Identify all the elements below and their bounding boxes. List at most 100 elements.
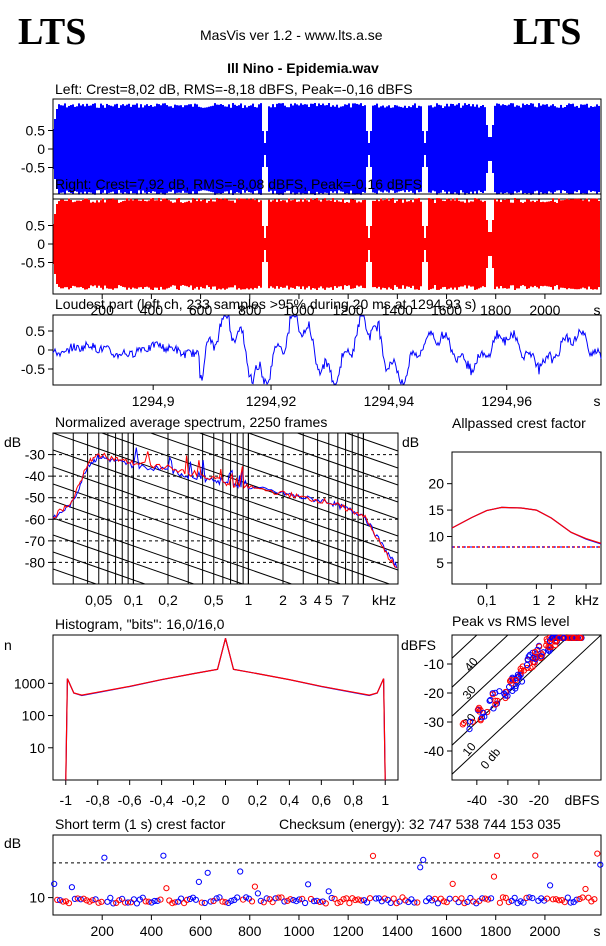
stcrest-point [340,896,347,903]
stcrest-ylabel: dB [4,835,21,851]
spectrum-slope-line [53,433,398,554]
left-waveform-title: Left: Crest=8,02 dB, RMS=-8,18 dBFS, Pea… [55,81,413,97]
stcrest-point [139,894,146,901]
spectrum-xtick-label: 0,2 [158,592,178,608]
peakrms-xtick-label: -40 [467,792,487,808]
stcrest-point [163,885,170,892]
histogram-xtick-label: 0,4 [280,792,300,808]
peakrms-point [576,634,583,642]
spectrum-xunit: kHz [372,592,396,608]
stcrest-point [381,895,388,902]
peakrms-point [545,643,552,650]
peakrms-point [507,676,515,684]
spectrum-slope-line [53,551,147,584]
right-waveform-xunit: s [594,302,601,318]
stcrest-point [186,895,194,903]
peakrms-point [551,638,559,645]
stcrest-point [452,895,459,903]
stcrest-point [222,899,229,906]
track-title: Ill Nino - Epidemia.wav [227,60,379,76]
peakrms-ytick-label: -10 [424,656,444,672]
stcrest-xtick-label: 200 [91,923,115,939]
peakrms-point [475,706,482,713]
stcrest-point [328,894,335,902]
histogram-title: Histogram, "bits": 16,0/16,0 [55,616,225,632]
right-waveform-area [53,198,600,290]
stcrest-point [499,894,506,901]
stcrest-point [393,900,400,907]
spectrum-slope-line [246,433,398,486]
peakrms-point [502,694,509,702]
spectrum-ytick-label: -50 [25,490,45,506]
histogram-series-left [65,638,386,781]
peakrms-point [518,678,526,685]
right-waveform-ytick-label: 0 [37,236,45,252]
spectrum-slope-line [53,449,398,571]
crest-series-right [451,506,602,544]
stcrest-point [520,899,527,906]
peakrms-point [538,653,545,660]
spectrum-slope-line [53,500,294,584]
spectrum-ytick-label: -40 [25,468,45,484]
stcrest-xtick-label: 800 [238,923,262,939]
crest-xtick-label: 2 [547,592,555,608]
stcrest-point [234,894,241,901]
stcrest-point [585,894,592,901]
histogram-xtick-label: 0,6 [312,792,332,808]
stcrest-point [71,895,79,903]
stcrest-point [172,899,179,906]
stcrest-point [517,898,524,905]
stcrest-point [65,900,73,907]
peakrms-point [509,687,516,695]
histogram-ytick-label: 1000 [14,675,45,691]
stcrest-xtick-label: 1800 [480,923,511,939]
spectrum-slope-line [198,433,398,503]
spectrum-slope-line [100,433,398,537]
stcrest-point [104,898,111,905]
peakrms-xlabel: dBFS [564,792,599,808]
right-waveform-title: Right: Crest=7,92 dB, RMS=-8,08 dBFS, Pe… [55,176,422,192]
spectrum-xtick-label: 2 [279,592,287,608]
stcrest-point [591,896,598,903]
peakrms-point [552,642,559,649]
stcrest-point [83,897,90,904]
stcrest-point [313,897,320,905]
stcrest-point [364,899,371,906]
loudest-xtick-label: 1294,9 [132,393,175,409]
stcrest-point [443,899,450,906]
stcrest-point [74,895,81,902]
peakrms-point [538,650,545,657]
loudest-ytick-label: 0.5 [26,323,46,339]
stcrest-point [310,898,318,905]
stcrest-point [514,900,521,907]
stcrest-point [502,894,509,902]
stcrest-xtick-label: 1600 [431,923,462,939]
peakrms-frame [451,634,602,781]
crest-xunit: kHz [575,592,599,608]
stcrest-point [343,895,350,902]
peakrms-diagonal-label: 0 db [478,745,504,772]
peakrms-point [517,665,524,672]
stcrest-point [547,882,554,889]
stcrest-point [296,896,303,903]
stcrest-point [160,852,167,859]
stcrest-point [458,895,465,902]
stcrest-xtick-label: 600 [189,923,213,939]
stcrest-point [490,873,498,880]
peakrms-ytick-label: -30 [424,714,444,730]
spectrum-slope-line [295,433,398,469]
stcrest-point [192,896,199,903]
right-waveform-ytick-label: -0.5 [21,255,45,271]
stcrest-point [399,894,406,901]
stcrest-checksum: Checksum (energy): 32 747 538 744 153 03… [279,816,561,832]
right-waveform-xtick-label: 1800 [480,302,511,318]
spectrum-slope-line [53,466,391,584]
stcrest-point [80,895,87,902]
stcrest-point [216,894,223,901]
peakrms-point [524,656,531,663]
crest-series-left [451,506,602,545]
stcrest-point [579,894,586,901]
stcrest-point [552,896,560,903]
peakrms-point [531,648,539,656]
histogram-xtick-label: -0,8 [86,792,110,808]
